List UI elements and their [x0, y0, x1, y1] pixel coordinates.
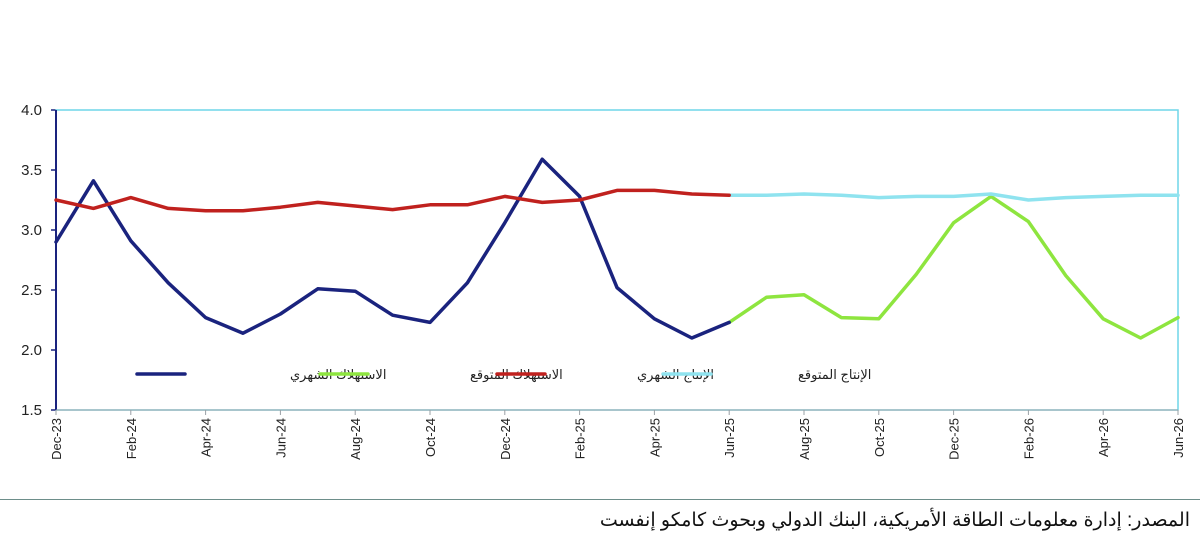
x-tick-label: Feb-24 [124, 418, 139, 459]
y-tick-label: 1.5 [21, 402, 42, 419]
legend-item: الإنتاج المتوقع [661, 367, 871, 383]
y-tick-label: 2.5 [21, 282, 42, 299]
line-chart: 1.5 2.0 2.5 3.0 3.5 4.0 Dec-23 Feb-24 Apr-24 Jun… [21, 102, 1186, 460]
x-tick-label: Jun-26 [1171, 418, 1186, 458]
legend-label: الإنتاج المتوقع [798, 367, 871, 383]
footer-divider [0, 499, 1200, 500]
source-note: المصدر: إدارة معلومات الطاقة الأمريكية، … [599, 510, 1190, 531]
series-line-4 [727, 192, 1180, 202]
x-tick-label: Dec-23 [49, 418, 64, 460]
x-axis-ticks: Dec-23 Feb-24 Apr-24 Jun-24 Aug-24 Oct-24 Dec-… [49, 410, 1186, 460]
x-tick-label: Feb-26 [1021, 418, 1036, 459]
plot-area-border [55, 109, 1179, 411]
y-tick-label: 3.0 [21, 222, 42, 239]
x-tick-label: Aug-25 [797, 418, 812, 460]
x-tick-label: Jun-24 [273, 418, 288, 458]
x-tick-label: Oct-24 [423, 418, 438, 457]
series-line-2 [727, 194, 1180, 340]
x-tick-label: Apr-25 [647, 418, 662, 457]
series-lines [54, 157, 1180, 340]
y-tick-label: 2.0 [21, 342, 42, 359]
x-tick-label: Jun-25 [722, 418, 737, 458]
series-line-1 [54, 157, 731, 340]
x-tick-label: Feb-25 [573, 418, 588, 459]
y-tick-label: 4.0 [21, 102, 42, 119]
x-tick-label: Oct-25 [872, 418, 887, 457]
x-tick-label: Dec-25 [947, 418, 962, 460]
x-tick-label: Apr-26 [1096, 418, 1111, 457]
x-tick-label: Apr-24 [199, 418, 214, 457]
x-tick-label: Aug-24 [348, 418, 363, 460]
x-tick-label: Dec-24 [498, 418, 513, 460]
y-tick-label: 3.5 [21, 162, 42, 179]
legend: الاستهلاك الشهريالاستهلاك المتوقعالإنتاج… [135, 367, 871, 383]
y-axis-ticks: 1.5 2.0 2.5 3.0 3.5 4.0 [21, 102, 56, 419]
series-line-3 [54, 188, 731, 213]
